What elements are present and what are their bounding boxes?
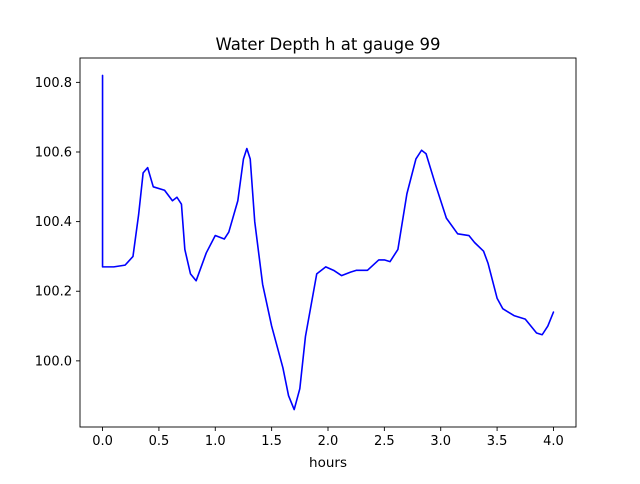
x-axis-label: hours [309, 455, 347, 471]
x-tick-label: 1.0 [205, 434, 226, 449]
x-tick-label: 0.0 [92, 434, 113, 449]
x-tick-label: 3.0 [430, 434, 451, 449]
chart-title: Water Depth h at gauge 99 [216, 35, 441, 54]
x-tick-label: 0.5 [149, 434, 170, 449]
y-tick-label: 100.2 [35, 285, 72, 300]
x-tick-label: 1.5 [261, 434, 282, 449]
x-tick-label: 3.5 [487, 434, 508, 449]
y-tick-label: 100.0 [35, 354, 72, 369]
plot-frame [79, 57, 577, 428]
y-tick-label: 100.8 [35, 76, 72, 91]
x-tick-label: 2.0 [318, 434, 339, 449]
series-line-0 [101, 74, 555, 411]
x-tick-label: 2.5 [374, 434, 395, 449]
y-tick-label: 100.4 [35, 215, 72, 230]
y-tick-label: 100.6 [35, 145, 72, 160]
x-tick-label: 4.0 [543, 434, 564, 449]
